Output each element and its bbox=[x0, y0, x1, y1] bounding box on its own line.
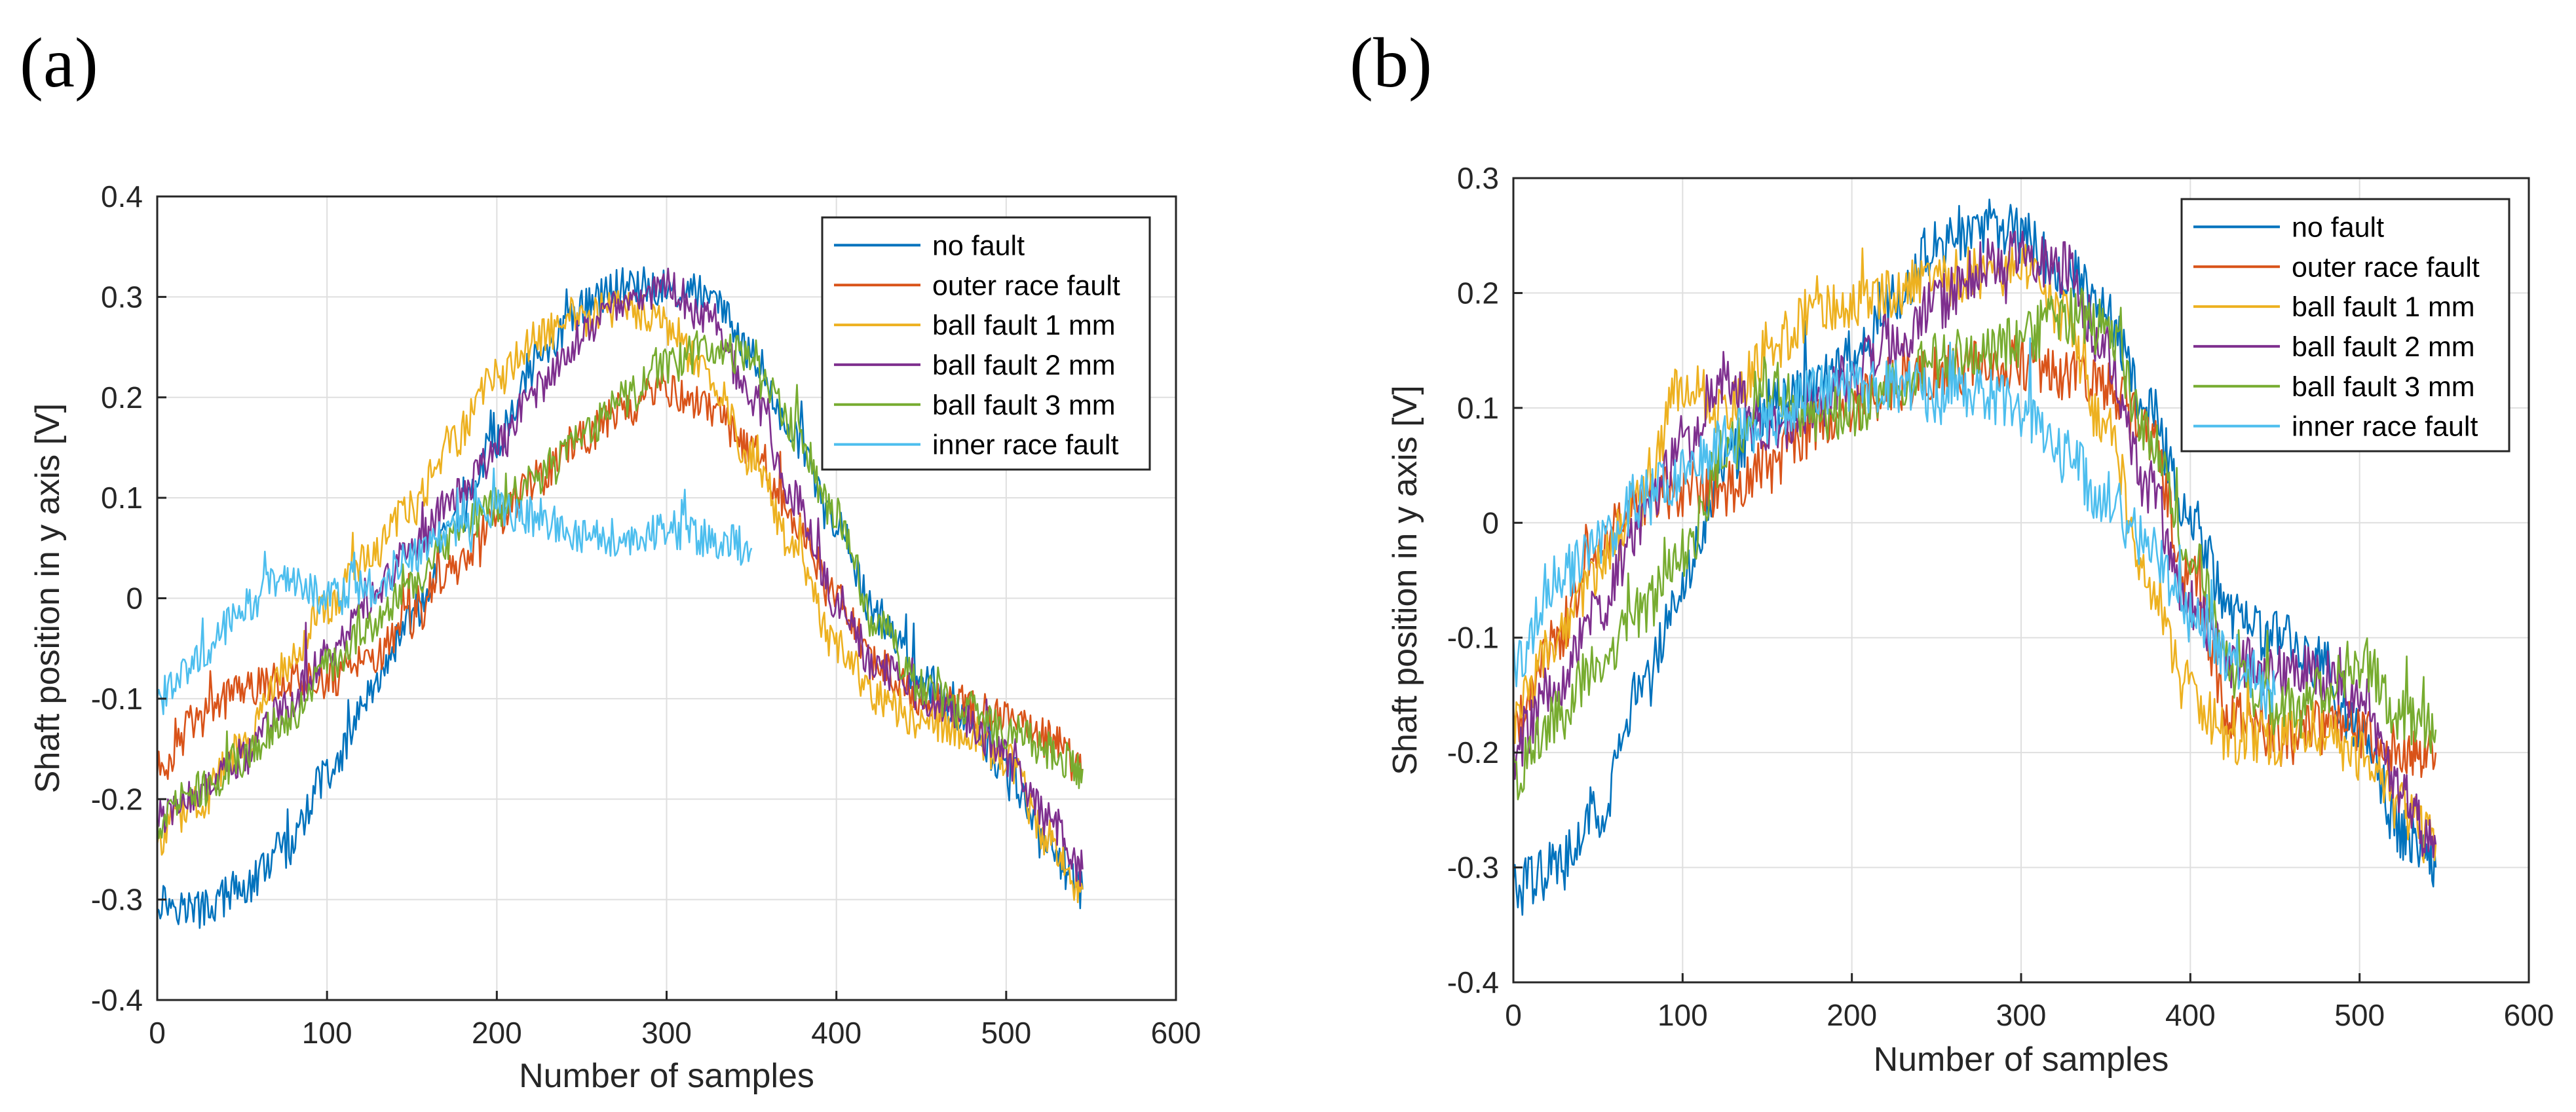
legend-entry: no fault bbox=[932, 230, 1025, 261]
legend-entry: no fault bbox=[2292, 212, 2384, 243]
y-tick-label: 0.2 bbox=[1457, 276, 1499, 310]
series-line-inner-race-fault bbox=[1512, 337, 2276, 720]
x-axis-title: Number of samples bbox=[519, 1057, 814, 1095]
y-tick-label: -0.1 bbox=[91, 682, 143, 716]
y-tick-label: 0.4 bbox=[101, 179, 143, 213]
panel-label-a: (a) bbox=[20, 24, 98, 102]
x-tick-label: 300 bbox=[641, 1016, 692, 1050]
y-axis-title: Shaft position in y axis [V] bbox=[29, 403, 67, 793]
legend-entry: inner race fault bbox=[2292, 411, 2478, 443]
x-tick-label: 600 bbox=[2504, 998, 2554, 1032]
legend-entry: ball fault 1 mm bbox=[932, 310, 1116, 341]
y-tick-label: -0.2 bbox=[1447, 735, 1499, 769]
legend: no fault outer race fault ball fault 1 mm b… bbox=[2180, 198, 2510, 453]
y-tick-label: -0.4 bbox=[1447, 965, 1499, 999]
series-line-no-fault bbox=[1512, 198, 2437, 916]
y-tick-label: 0 bbox=[1482, 506, 1499, 540]
legend-entry: ball fault 3 mm bbox=[932, 390, 1116, 421]
legend-entry: ball fault 2 mm bbox=[2292, 331, 2475, 363]
legend-entry: outer race fault bbox=[932, 270, 1120, 301]
legend-box bbox=[2180, 198, 2510, 453]
x-tick-label: 500 bbox=[981, 1016, 1031, 1050]
legend-entry: ball fault 1 mm bbox=[2292, 291, 2475, 323]
x-tick-label: 600 bbox=[1151, 1016, 1202, 1050]
x-tick-label: 100 bbox=[302, 1016, 352, 1050]
x-tick-label: 100 bbox=[1657, 998, 1708, 1032]
x-tick-label: 200 bbox=[472, 1016, 522, 1050]
series-line-ball-fault-3-mm bbox=[156, 330, 1084, 840]
y-axis-title: Shaft position in y axis [V] bbox=[1386, 385, 1424, 775]
y-tick-label: 0.3 bbox=[1457, 161, 1499, 195]
legend-entry: outer race fault bbox=[2292, 251, 2480, 283]
y-tick-label: 0.1 bbox=[101, 481, 143, 515]
y-tick-label: 0 bbox=[126, 582, 143, 616]
legend: no fault outer race fault ball fault 1 mm b… bbox=[821, 216, 1151, 471]
series-line-inner-race-fault bbox=[156, 467, 753, 715]
x-tick-label: 400 bbox=[2165, 998, 2216, 1032]
y-tick-label: 0.1 bbox=[1457, 391, 1499, 425]
x-tick-label: 400 bbox=[811, 1016, 862, 1050]
y-tick-label: -0.1 bbox=[1447, 621, 1499, 655]
legend-entry: ball fault 2 mm bbox=[932, 350, 1116, 381]
chart-panel-a: 0 100 200 300 400 500 600 -0.4 -0.3 -0.2 -0.1 0 0.1 0… bbox=[29, 179, 1201, 1095]
x-tick-label: 500 bbox=[2334, 998, 2385, 1032]
y-tick-label: -0.4 bbox=[91, 983, 143, 1017]
legend-entry: ball fault 3 mm bbox=[2292, 371, 2475, 403]
y-tick-label: 0.2 bbox=[101, 380, 143, 415]
legend-entry: inner race fault bbox=[932, 430, 1118, 461]
x-tick-label: 200 bbox=[1827, 998, 1877, 1032]
y-tick-label: -0.3 bbox=[91, 883, 143, 917]
chart-panel-b: 0 100 200 300 400 500 600 -0.4 -0.3 -0.2 -0.1 0 0.1 0… bbox=[1386, 161, 2554, 1079]
legend-box bbox=[821, 216, 1151, 471]
x-tick-label: 0 bbox=[149, 1016, 166, 1050]
series-line-ball-fault-3-mm bbox=[1512, 287, 2437, 801]
x-axis-title: Number of samples bbox=[1874, 1041, 2169, 1079]
y-tick-label: -0.2 bbox=[91, 782, 143, 816]
x-tick-label: 300 bbox=[1996, 998, 2047, 1032]
y-tick-label: 0.3 bbox=[101, 280, 143, 314]
y-tick-label: -0.3 bbox=[1447, 851, 1499, 885]
panel-label-b: (b) bbox=[1350, 24, 1432, 102]
x-tick-label: 0 bbox=[1505, 998, 1522, 1032]
